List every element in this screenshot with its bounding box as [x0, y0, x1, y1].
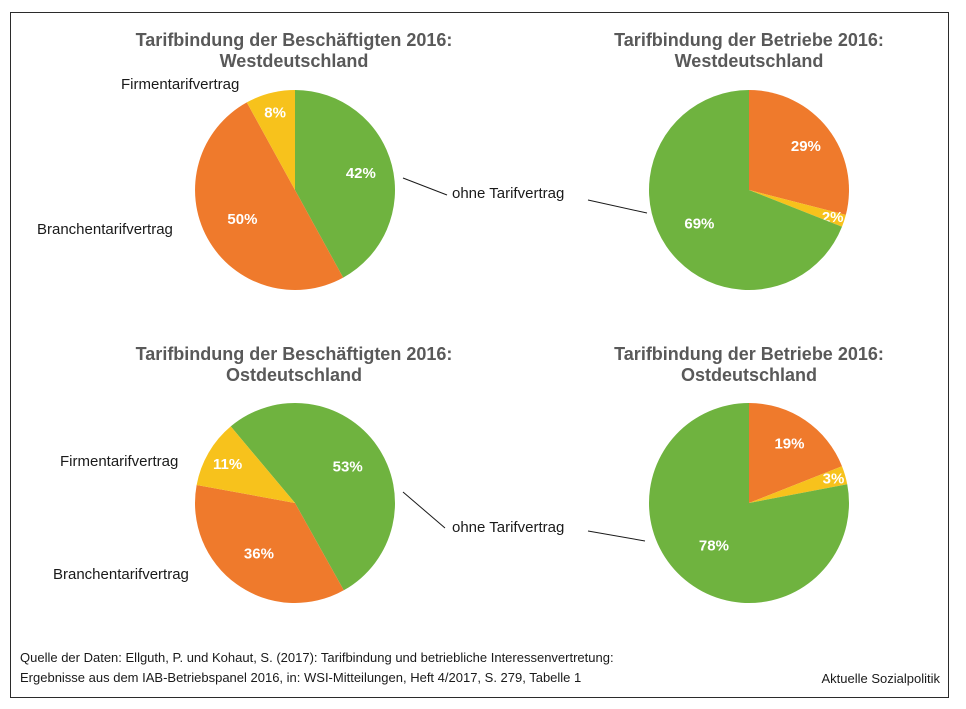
chart-title-east-employees: Tarifbindung der Beschäftigten 2016: Ost…	[84, 344, 504, 386]
pie-slice-firmentarifvertrag	[196, 426, 295, 503]
source-line-2: Ergebnisse aus dem IAB-Betriebspanel 201…	[20, 670, 582, 685]
chart-title-west-firms: Tarifbindung der Betriebe 2016: Westdeut…	[539, 30, 959, 72]
pie-slice-firmentarifvertrag	[749, 190, 846, 227]
pie-east-firms: 19% 3% 78%	[648, 403, 849, 603]
legend-label-firmentarifvertrag-west: Firmentarifvertrag	[121, 76, 240, 93]
chart-title: Tarifbindung der Betriebe 2016:	[614, 30, 884, 50]
source-line-1: Quelle der Daten: Ellguth, P. und Kohaut…	[20, 650, 614, 665]
chart-subtitle: Ostdeutschland	[680, 365, 818, 385]
legend-label-ohne-tarifvertrag-west: ohne Tarifvertrag	[452, 185, 565, 202]
pie-slice-ohne-tarifvertrag	[648, 90, 842, 290]
data-label: 42%	[346, 165, 376, 182]
chart-title-west-employees: Tarifbindung der Beschäftigten 2016: Wes…	[84, 30, 504, 72]
leader-line	[587, 530, 646, 542]
legend-label-branchentarifvertrag-west: Branchentarifvertrag	[37, 221, 173, 238]
chart-title: Tarifbindung der Beschäftigten 2016:	[135, 344, 453, 364]
pie-slice-branchentarifvertrag	[195, 102, 344, 290]
chart-subtitle: Ostdeutschland	[225, 365, 363, 385]
pie-slice-firmentarifvertrag	[246, 90, 295, 190]
pie-slice-ohne-tarifvertrag	[230, 403, 395, 591]
chart-subtitle: Westdeutschland	[219, 51, 369, 71]
leader-lines	[402, 177, 648, 542]
data-label: 78%	[699, 537, 729, 554]
legend-label-branchentarifvertrag-east: Branchentarifvertrag	[53, 566, 189, 583]
chart-frame	[10, 12, 949, 698]
legend-label-firmentarifvertrag-east: Firmentarifvertrag	[60, 453, 179, 470]
data-label: 69%	[684, 216, 714, 233]
pie-slice-branchentarifvertrag	[749, 90, 849, 215]
data-label: 3%	[823, 470, 845, 487]
pie-slice-branchentarifvertrag	[749, 403, 842, 503]
chart-title-east-firms: Tarifbindung der Betriebe 2016: Ostdeuts…	[539, 344, 959, 386]
pie-slice-ohne-tarifvertrag	[648, 403, 849, 603]
leader-line	[402, 177, 448, 196]
chart-title: Tarifbindung der Beschäftigten 2016:	[135, 30, 453, 50]
data-label: 36%	[244, 545, 274, 562]
data-label: 50%	[227, 211, 257, 228]
pie-slice-branchentarifvertrag	[195, 484, 344, 604]
pie-west-firms: 29%2%69%	[648, 90, 849, 290]
credit-label: Aktuelle Sozialpolitik	[821, 671, 940, 686]
leader-line	[402, 491, 446, 529]
pie-slice-ohne-tarifvertrag	[295, 90, 395, 278]
leader-line	[587, 199, 648, 214]
data-label: 19%	[774, 435, 804, 452]
data-label: 11%	[213, 456, 242, 473]
chart-subtitle: Westdeutschland	[674, 51, 824, 71]
chart-title: Tarifbindung der Betriebe 2016:	[614, 344, 884, 364]
pie-slice-firmentarifvertrag	[749, 466, 848, 503]
legend-label-ohne-tarifvertrag-east: ohne Tarifvertrag	[452, 519, 565, 536]
pie-west-employees: 42% 50% 8%	[195, 90, 395, 290]
pie-east-employees: 53% 36% 11%	[195, 403, 395, 604]
data-label: 29%	[791, 138, 821, 155]
data-label: 8%	[264, 105, 286, 122]
data-label: 53%	[333, 459, 363, 476]
